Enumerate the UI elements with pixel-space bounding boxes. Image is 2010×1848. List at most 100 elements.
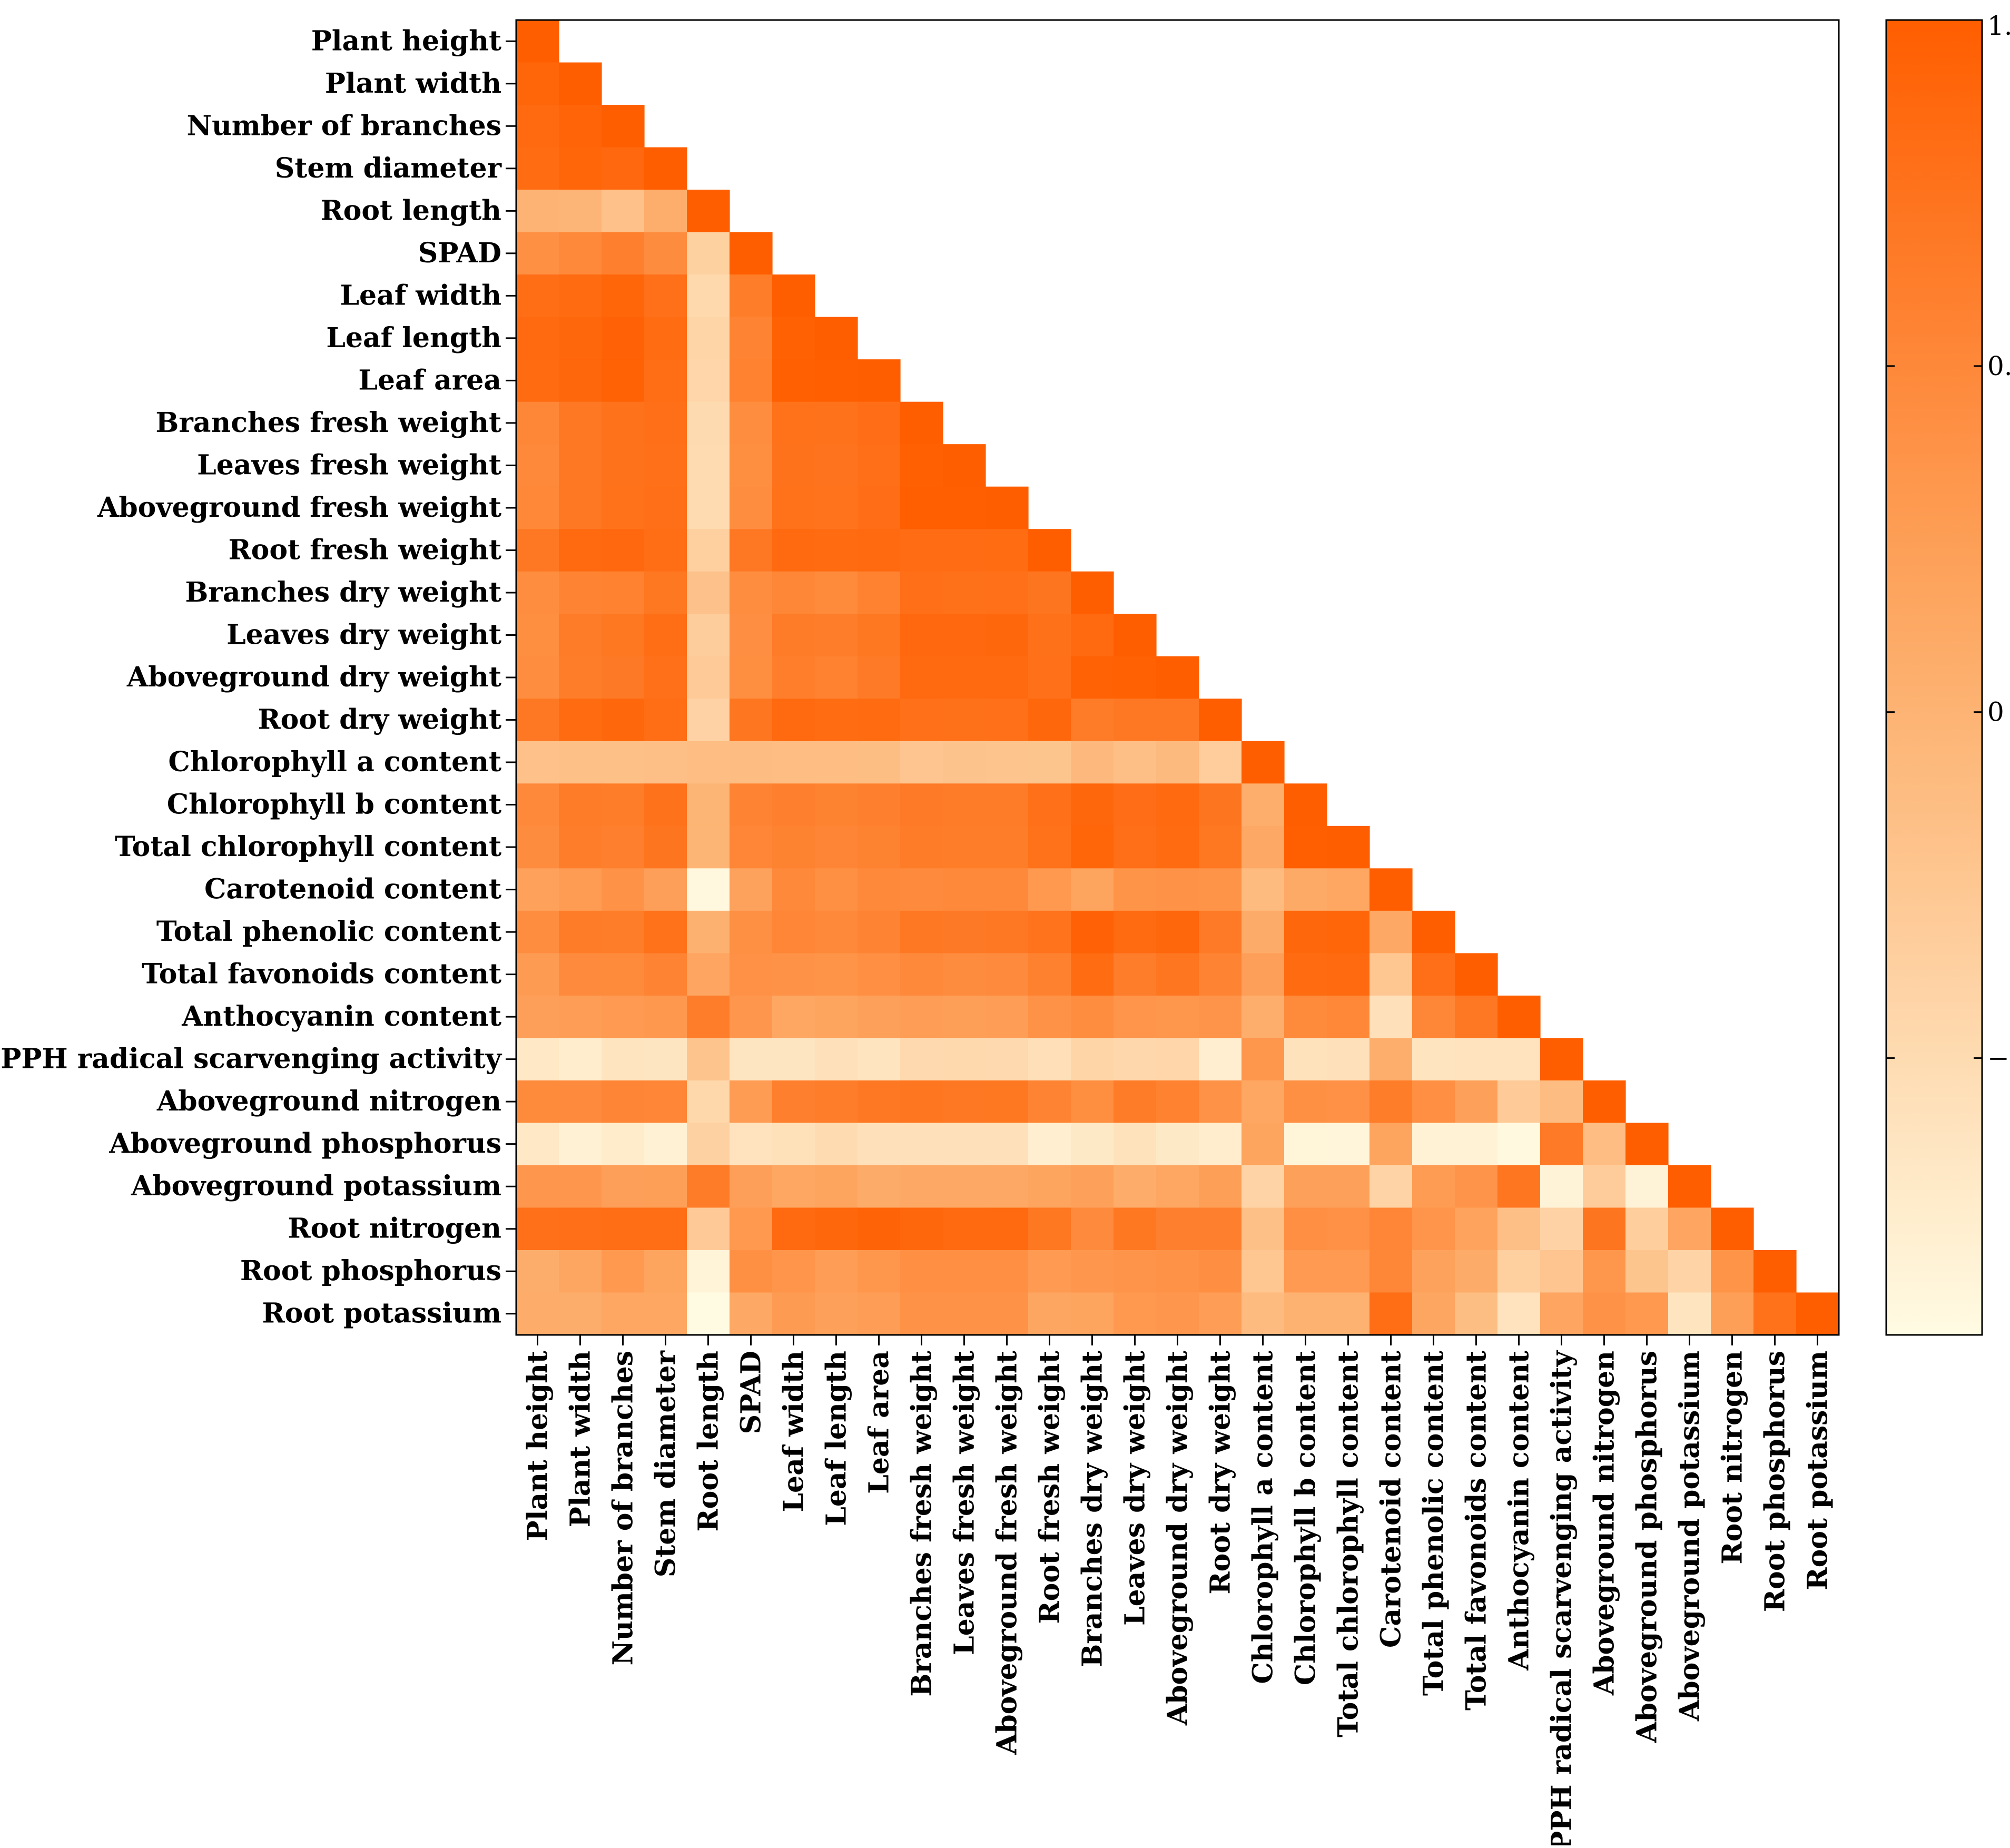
heatmap-cell xyxy=(687,910,730,954)
heatmap-cell xyxy=(687,1038,730,1081)
heatmap-cell xyxy=(1028,1250,1071,1293)
heatmap-cell xyxy=(858,1292,901,1335)
heatmap-cell xyxy=(815,529,858,572)
heatmap-cell xyxy=(644,614,687,657)
heatmap-cell xyxy=(815,910,858,954)
heatmap-cell xyxy=(772,1123,815,1166)
heatmap-cell xyxy=(1284,1080,1327,1124)
heatmap-cell xyxy=(516,62,559,105)
heatmap-cell xyxy=(1114,825,1157,869)
column-label-branches-fresh-weight: Branches fresh weight xyxy=(906,1351,938,1697)
row-label-chlorophyll-a-content: Chlorophyll a content xyxy=(168,746,501,778)
heatmap-cell xyxy=(687,1080,730,1124)
heatmap-cell xyxy=(1156,953,1199,996)
heatmap-cell xyxy=(943,486,986,529)
heatmap-cells xyxy=(516,20,1839,1335)
heatmap-cell xyxy=(516,783,559,827)
heatmap-cell xyxy=(644,444,687,487)
heatmap-cell xyxy=(644,1207,687,1251)
heatmap-cell xyxy=(1540,1123,1583,1166)
heatmap-cell xyxy=(1028,783,1071,827)
heatmap-cell xyxy=(602,529,645,572)
heatmap-cell xyxy=(943,1207,986,1251)
column-label-root-fresh-weight: Root fresh weight xyxy=(1034,1351,1066,1624)
heatmap-cell xyxy=(815,571,858,614)
heatmap-cell xyxy=(986,995,1029,1038)
heatmap-cell xyxy=(1668,1250,1711,1293)
heatmap-cell xyxy=(687,1250,730,1293)
heatmap-cell xyxy=(858,910,901,954)
heatmap-cell xyxy=(986,571,1029,614)
heatmap-cell xyxy=(516,614,559,657)
heatmap-cell xyxy=(687,444,730,487)
heatmap-cell xyxy=(602,190,645,233)
row-label-root-dry-weight: Root dry weight xyxy=(258,704,501,736)
heatmap-cell xyxy=(1242,1292,1285,1335)
heatmap-cell xyxy=(772,571,815,614)
heatmap-cell xyxy=(772,1207,815,1251)
heatmap-cell xyxy=(559,105,602,148)
heatmap-cell xyxy=(1284,1250,1327,1293)
heatmap-cell xyxy=(516,571,559,614)
heatmap-cell xyxy=(943,953,986,996)
heatmap-cell xyxy=(644,1250,687,1293)
heatmap-cell xyxy=(900,1038,943,1081)
column-label-root-length: Root length xyxy=(693,1351,725,1532)
heatmap-cell xyxy=(1156,1038,1199,1081)
heatmap-cell xyxy=(1369,1207,1413,1251)
heatmap-cell xyxy=(1199,1123,1242,1166)
heatmap-cell xyxy=(559,699,602,742)
heatmap-cell xyxy=(1114,1038,1157,1081)
row-label-root-phosphorus: Root phosphorus xyxy=(240,1255,501,1287)
heatmap-cell xyxy=(559,1123,602,1166)
heatmap-cell xyxy=(900,1165,943,1208)
heatmap-cell xyxy=(559,656,602,699)
heatmap-cell xyxy=(602,232,645,275)
heatmap-cell xyxy=(1497,1038,1541,1081)
heatmap-cell xyxy=(1327,868,1370,911)
heatmap-cell xyxy=(1583,1080,1626,1124)
heatmap-cell xyxy=(516,1165,559,1208)
heatmap-cell xyxy=(1583,1250,1626,1293)
heatmap-cell xyxy=(516,825,559,869)
heatmap-cell xyxy=(858,868,901,911)
heatmap-cell xyxy=(815,1250,858,1293)
row-label-dpph-radical-scarvenging-activity: DPPH radical scarvenging activity xyxy=(0,1043,503,1075)
column-label-aboveground-dry-weight: Aboveground dry weight xyxy=(1162,1351,1194,1726)
heatmap-cell xyxy=(1156,1123,1199,1166)
heatmap-cell xyxy=(644,910,687,954)
heatmap-cell xyxy=(1455,1292,1498,1335)
heatmap-cell xyxy=(1114,953,1157,996)
heatmap-cell xyxy=(644,147,687,190)
heatmap-cell xyxy=(986,953,1029,996)
heatmap-cell xyxy=(1284,1292,1327,1335)
row-label-aboveground-fresh-weight: Aboveground fresh weight xyxy=(97,492,501,524)
heatmap-cell xyxy=(687,232,730,275)
heatmap-cell xyxy=(516,190,559,233)
heatmap-cell xyxy=(1114,1207,1157,1251)
heatmap-cell xyxy=(516,105,559,148)
heatmap-cell xyxy=(1455,1207,1498,1251)
heatmap-cell xyxy=(1327,910,1370,954)
heatmap-cell xyxy=(772,444,815,487)
heatmap-cell xyxy=(1028,571,1071,614)
heatmap-cell xyxy=(858,741,901,784)
heatmap-cell xyxy=(1242,868,1285,911)
colorbar-ticks: 1.0 0.5 0 −0.5 xyxy=(1886,11,2010,1074)
heatmap-cell xyxy=(559,953,602,996)
heatmap-cell xyxy=(644,571,687,614)
row-label-anthocyanin-content: Anthocyanin content xyxy=(181,1000,501,1033)
heatmap-cell xyxy=(1242,1080,1285,1124)
heatmap-cell xyxy=(1242,910,1285,954)
heatmap-cell xyxy=(1114,1165,1157,1208)
heatmap-cell xyxy=(943,656,986,699)
heatmap-cell xyxy=(687,359,730,402)
heatmap-cell xyxy=(858,1165,901,1208)
heatmap-cell xyxy=(943,910,986,954)
column-label-root-dry-weight: Root dry weight xyxy=(1205,1351,1237,1595)
heatmap-cell xyxy=(772,614,815,657)
heatmap-cell xyxy=(986,741,1029,784)
heatmap-cell xyxy=(1412,1080,1455,1124)
heatmap-cell xyxy=(900,614,943,657)
